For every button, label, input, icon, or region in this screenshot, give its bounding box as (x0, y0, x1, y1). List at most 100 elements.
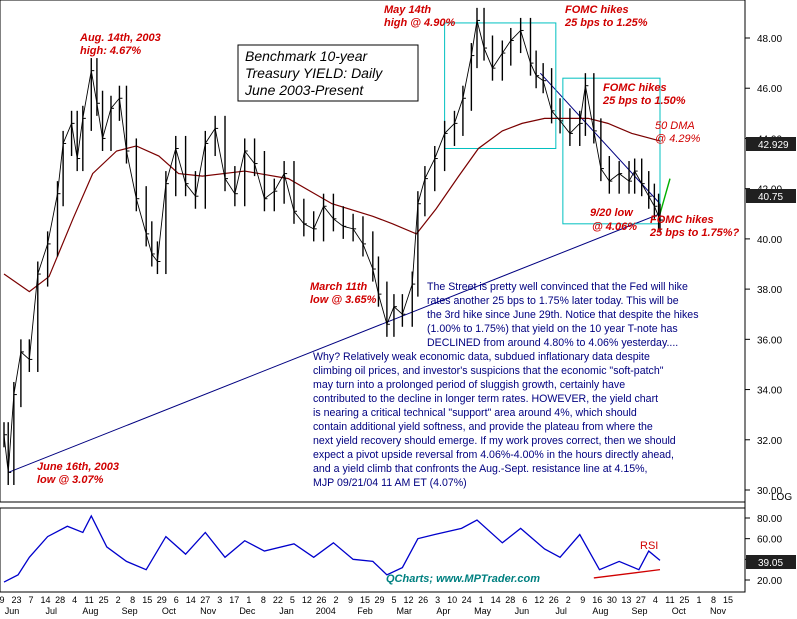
commentary-line: the 3rd hike since June 29th. Notice tha… (427, 309, 699, 321)
y-tick-label: 34.00 (757, 386, 782, 397)
annotation-fomc-1-line-1: FOMC hikes (565, 4, 629, 16)
x-day-label: 14 (186, 595, 196, 605)
x-day-label: 7 (29, 595, 34, 605)
rsi-value-label: 39.05 (758, 558, 783, 569)
annotation-fomc-2-line-2: 25 bps to 1.50% (602, 95, 686, 107)
commentary-line: Why? Relatively weak economic data, subd… (313, 351, 650, 363)
last-price-label: 40.75 (758, 192, 783, 203)
annotation-may-high-line-1: May 14th (384, 4, 431, 16)
x-day-label: 24 (462, 595, 472, 605)
chart-title-line-2: Treasury YIELD: Daily (245, 65, 383, 81)
x-day-label: 3 (217, 595, 222, 605)
x-day-label: 30 (607, 595, 617, 605)
x-day-label: 23 (12, 595, 22, 605)
x-day-label: 1 (479, 595, 484, 605)
x-month-label: Jun (515, 606, 530, 616)
annotation-sep-low-line-1: 9/20 low (590, 207, 634, 219)
commentary-line: may turn into a prolonged period of slug… (313, 379, 625, 391)
annotation-june-low-line-2: low @ 3.07% (37, 474, 104, 486)
x-day-label: 2 (333, 595, 338, 605)
rsi-y-tick-label: 20.00 (757, 576, 782, 587)
x-day-label: 6 (522, 595, 527, 605)
x-day-label: 15 (142, 595, 152, 605)
x-day-label: 9 (0, 595, 5, 605)
x-month-label: Aug (82, 606, 98, 616)
title-box (237, 44, 419, 102)
y-tick-label: 32.00 (757, 436, 782, 447)
x-day-label: 2 (566, 595, 571, 605)
commentary-line: expect a pivot upside reversal from 4.06… (313, 449, 674, 461)
commentary-line: (1.00% to 1.75%) that yield on the 10 ye… (427, 323, 678, 335)
x-day-label: 8 (261, 595, 266, 605)
x-day-label: 12 (404, 595, 414, 605)
commentary-line: rates another 25 bps to 1.75% later toda… (427, 295, 679, 307)
x-day-label: 29 (375, 595, 385, 605)
x-day-label: 12 (534, 595, 544, 605)
rsi-line-group (3, 514, 661, 583)
x-month-label: Sep (122, 606, 138, 616)
price-line (3, 20, 661, 473)
commentary-line: MJP 09/21/04 11 AM ET (4.07%) (313, 477, 467, 489)
resistance-trendline (539, 72, 661, 205)
x-month-label: Oct (672, 606, 687, 616)
x-month-label: Sep (632, 606, 648, 616)
rsi-y-tick-label: 60.00 (757, 535, 782, 546)
x-day-label: 1 (696, 595, 701, 605)
highlight-box-may (444, 22, 557, 149)
rsi-support-trendline (593, 569, 661, 579)
x-day-label: 29 (157, 595, 167, 605)
annotation-fomc-2-line-1: FOMC hikes (603, 82, 667, 94)
x-day-label: 27 (636, 595, 646, 605)
commentary-line: contain additional yield softness, and p… (313, 421, 653, 433)
x-day-label: 28 (55, 595, 65, 605)
commentary-line: next yield recovery should emerge. If my… (313, 435, 676, 447)
annotation-fomc-3-line-1: FOMC hikes (650, 214, 714, 226)
annotation-sep-low-line-2: @ 4.06% (592, 221, 637, 233)
x-month-label: Jul (45, 606, 57, 616)
x-month-label: Mar (396, 606, 412, 616)
commentary-line: DECLINED from around 4.80% to 4.06% yest… (427, 337, 678, 349)
annotation-dma-line-1: 50 DMA (655, 120, 695, 132)
y-tick-label: 38.00 (757, 285, 782, 296)
x-day-label: 25 (679, 595, 689, 605)
y-tick-label: 48.00 (757, 34, 782, 45)
chart-title-line-3: June 2003-Present (244, 82, 364, 98)
rsi-line (3, 514, 661, 583)
x-day-label: 16 (592, 595, 602, 605)
log-scale-label: LOG (771, 492, 792, 503)
x-month-label: Jun (5, 606, 20, 616)
x-month-label: Feb (357, 606, 373, 616)
x-month-label: 2004 (316, 606, 336, 616)
rsi-y-tick-label: 80.00 (757, 514, 782, 525)
y-tick-label: 46.00 (757, 84, 782, 95)
x-day-label: 27 (200, 595, 210, 605)
x-month-label: May (474, 606, 492, 616)
annotation-fomc-1-line-2: 25 bps to 1.25% (564, 17, 648, 29)
x-day-label: 26 (418, 595, 428, 605)
x-day-label: 8 (711, 595, 716, 605)
x-tick-group: 9 23 7 14 28 4 11 25 2 8 15 29 6 14 27 3 17 1 8 22 5 12 26 2 9 15… (0, 595, 733, 616)
x-day-label: 8 (130, 595, 135, 605)
rsi-label: RSI (640, 540, 658, 552)
x-day-label: 12 (302, 595, 312, 605)
commentary-block: The Street is pretty well convinced that… (313, 281, 699, 489)
x-day-label: 26 (316, 595, 326, 605)
x-day-label: 6 (174, 595, 179, 605)
x-day-label: 9 (580, 595, 585, 605)
x-day-label: 28 (505, 595, 515, 605)
chart-title-line-1: Benchmark 10-year (245, 48, 369, 64)
projection-arrow (659, 178, 671, 214)
dma-value-label: 42.929 (758, 140, 789, 151)
x-month-label: Jul (555, 606, 567, 616)
commentary-line: contributed to the decline in longer ter… (313, 393, 658, 405)
x-day-label: 4 (653, 595, 658, 605)
commentary-line: is nearing a critical technical "support… (313, 407, 637, 419)
last-price-box (746, 189, 796, 203)
x-month-label: Dec (239, 606, 256, 616)
x-day-label: 11 (665, 595, 674, 605)
x-day-label: 2 (116, 595, 121, 605)
annotation-aug-high-line-1: Aug. 14th, 2003 (79, 32, 161, 44)
dma-value-box (746, 137, 796, 151)
